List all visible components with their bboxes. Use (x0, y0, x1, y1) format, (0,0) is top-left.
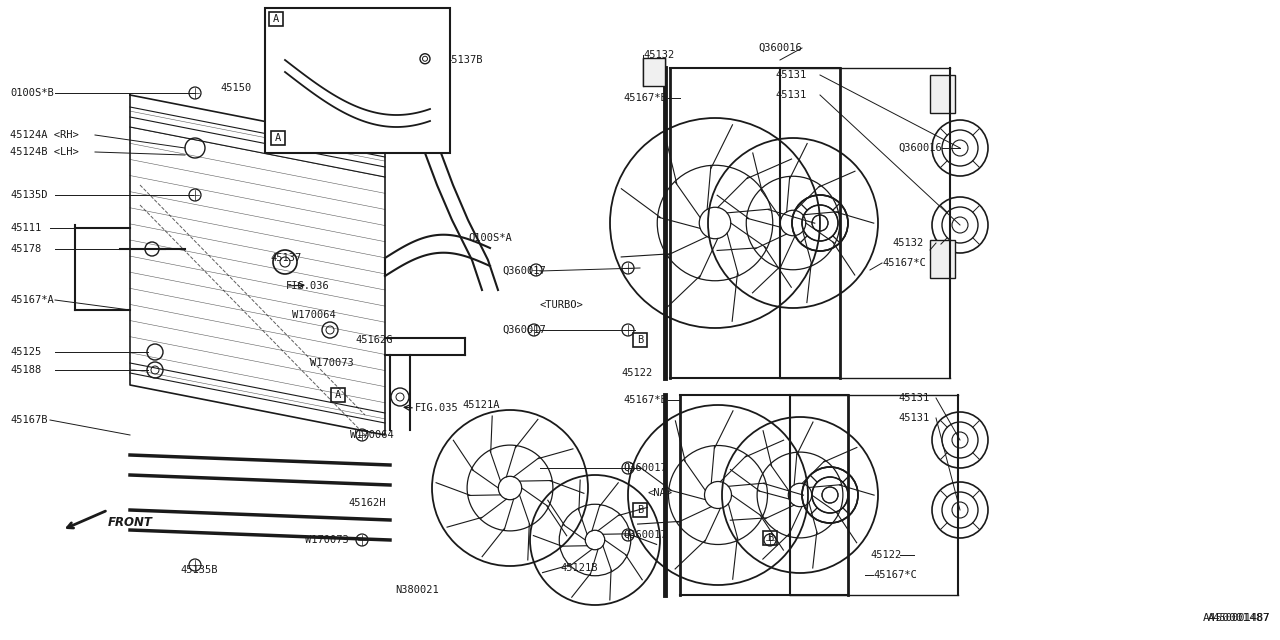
Text: 45167*B: 45167*B (623, 93, 667, 103)
Text: 45137: 45137 (270, 253, 301, 263)
Text: 45132: 45132 (892, 238, 923, 248)
Text: A: A (335, 390, 342, 400)
Circle shape (529, 324, 540, 336)
Text: Q360017: Q360017 (623, 463, 667, 473)
Text: B: B (637, 505, 643, 515)
Circle shape (189, 189, 201, 201)
Text: Q360016: Q360016 (899, 143, 942, 153)
Circle shape (622, 324, 634, 336)
Text: 45188: 45188 (10, 365, 41, 375)
Text: 45162A: 45162A (268, 123, 306, 133)
Text: N380021: N380021 (396, 585, 439, 595)
Bar (763, 531, 777, 545)
Text: A450001487: A450001487 (1207, 613, 1270, 623)
Circle shape (622, 262, 634, 274)
Circle shape (356, 534, 369, 546)
Bar (643, 58, 666, 86)
Text: 45131: 45131 (774, 70, 806, 80)
Circle shape (622, 529, 634, 541)
Text: 45121A: 45121A (462, 400, 499, 410)
Text: 45135D: 45135D (10, 190, 47, 200)
Text: FIG.035: FIG.035 (415, 403, 458, 413)
Text: <NA>: <NA> (648, 488, 673, 498)
Bar (271, 131, 285, 145)
Circle shape (186, 138, 205, 158)
Text: 45132: 45132 (643, 50, 675, 60)
Text: 45150: 45150 (220, 83, 251, 93)
Text: 45167*C: 45167*C (882, 258, 925, 268)
Text: <TURBO>: <TURBO> (540, 300, 584, 310)
Text: W170073: W170073 (310, 358, 353, 368)
Circle shape (323, 322, 338, 338)
Text: 45162H: 45162H (348, 498, 385, 508)
Bar (634, 333, 646, 347)
Circle shape (764, 534, 776, 546)
Circle shape (356, 429, 369, 441)
Text: Q100S*A: Q100S*A (468, 233, 512, 243)
Bar (269, 12, 283, 26)
Text: 0100S*B: 0100S*B (10, 88, 54, 98)
Circle shape (147, 362, 163, 378)
Text: 45167*B: 45167*B (623, 395, 667, 405)
Text: 45162G: 45162G (355, 335, 393, 345)
Text: 45121B: 45121B (561, 563, 598, 573)
Text: 45167*A: 45167*A (10, 295, 54, 305)
Text: 45122: 45122 (870, 550, 901, 560)
Circle shape (189, 559, 201, 571)
Text: 45111: 45111 (10, 223, 41, 233)
Circle shape (145, 242, 159, 256)
Circle shape (147, 344, 163, 360)
Text: FIG.036: FIG.036 (285, 281, 330, 291)
Text: Q360016: Q360016 (758, 43, 801, 53)
Text: 45122: 45122 (621, 368, 653, 378)
Circle shape (530, 264, 541, 276)
Circle shape (189, 87, 201, 99)
Circle shape (273, 250, 297, 274)
Text: 45124A <RH>: 45124A <RH> (10, 130, 79, 140)
Circle shape (390, 388, 410, 406)
Text: Q360017: Q360017 (502, 325, 545, 335)
Text: 45131: 45131 (774, 90, 806, 100)
Text: Q360017: Q360017 (623, 530, 667, 540)
Text: 45131: 45131 (899, 393, 929, 403)
Text: 45135B: 45135B (180, 565, 218, 575)
Text: W170064: W170064 (292, 310, 335, 320)
Text: 45137B: 45137B (445, 55, 483, 65)
Text: W170064: W170064 (349, 430, 394, 440)
Text: Q360017: Q360017 (502, 266, 545, 276)
Text: 45131: 45131 (899, 413, 929, 423)
Text: A: A (273, 14, 279, 24)
Circle shape (420, 54, 430, 64)
Text: A450001487: A450001487 (1202, 613, 1270, 623)
Text: A: A (275, 133, 282, 143)
Text: 45125: 45125 (10, 347, 41, 357)
Circle shape (622, 462, 634, 474)
Text: 45124B <LH>: 45124B <LH> (10, 147, 79, 157)
Text: W170073: W170073 (305, 535, 348, 545)
Text: B: B (637, 335, 643, 345)
Text: B: B (767, 533, 773, 543)
Bar (332, 388, 346, 402)
Text: 45178: 45178 (10, 244, 41, 254)
Text: 45167*C: 45167*C (873, 570, 916, 580)
Text: 45167B: 45167B (10, 415, 47, 425)
Text: FRONT: FRONT (108, 515, 152, 529)
Bar (634, 503, 646, 517)
Bar (931, 240, 955, 278)
Bar (931, 75, 955, 113)
Bar (265, 8, 451, 153)
